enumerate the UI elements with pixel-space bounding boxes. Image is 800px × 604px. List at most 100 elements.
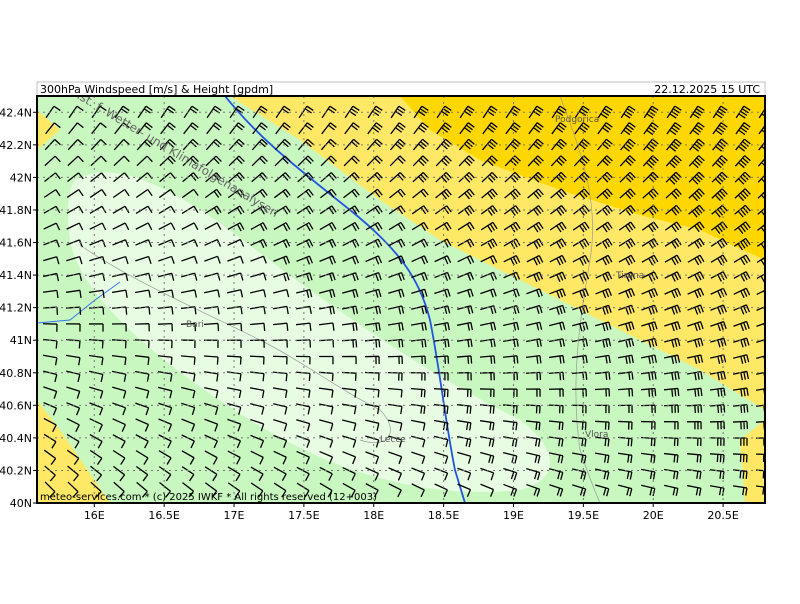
wind-barb — [275, 122, 291, 135]
wind-barb — [666, 122, 682, 136]
city-label: Lecce — [380, 435, 406, 445]
wind-barb — [135, 450, 149, 465]
wind-barb — [643, 138, 659, 152]
wind-barb — [755, 420, 765, 430]
wind-barb — [250, 188, 268, 199]
wind-barb — [388, 435, 403, 448]
wind-barb — [364, 355, 380, 365]
wind-barb — [136, 481, 148, 498]
wind-barb — [180, 355, 196, 365]
lat-label: 41.8N — [0, 204, 32, 217]
wind-barb — [459, 122, 475, 135]
wind-barb — [275, 105, 291, 119]
wind-barb — [527, 205, 544, 216]
wind-barb — [251, 155, 268, 167]
wind-barb — [273, 466, 287, 482]
wind-barb — [273, 434, 288, 448]
wind-barb — [227, 387, 242, 399]
wind-barb — [525, 436, 541, 447]
wind-barb — [112, 188, 130, 199]
wind-barb — [273, 418, 288, 432]
wind-barb — [388, 205, 406, 215]
wind-barb — [364, 403, 380, 415]
shading: Podgorica Tirana Bari Lecce Vlora CETA I… — [37, 96, 765, 503]
wind-barb — [550, 171, 567, 183]
wind-barb — [571, 420, 587, 430]
wind-barb — [456, 388, 472, 398]
wind-barb — [42, 289, 59, 299]
wind-barb — [664, 238, 682, 249]
wind-barb — [641, 484, 656, 497]
wind-barb — [413, 105, 429, 119]
wind-barb — [551, 138, 567, 151]
wind-barb — [365, 221, 383, 232]
wind-barb — [387, 355, 403, 365]
wind-barb — [410, 355, 427, 365]
lon-label: 18.5E — [428, 509, 459, 522]
wind-barb — [458, 155, 475, 167]
wind-barb — [249, 322, 266, 331]
wind-barb — [111, 323, 127, 332]
wind-barb — [181, 188, 199, 199]
wind-barb — [642, 204, 659, 216]
wind-barb — [548, 436, 564, 447]
wind-barb — [525, 404, 541, 414]
wind-barb — [755, 485, 765, 495]
wind-barb — [228, 155, 245, 167]
wind-barb — [249, 371, 265, 382]
wind-barb — [111, 354, 127, 366]
wind-barb — [665, 204, 682, 216]
wind-barb — [273, 403, 288, 415]
wind-barb — [573, 188, 590, 200]
wind-barb — [89, 433, 103, 449]
wind-barb — [526, 221, 544, 233]
wind-barb — [503, 271, 521, 281]
wind-barb — [342, 222, 360, 232]
wind-barb — [365, 419, 380, 431]
wind-barb — [388, 419, 403, 431]
wind-barb — [158, 386, 173, 399]
wind-barb — [342, 255, 360, 265]
wind-barb — [709, 485, 725, 496]
wind-barb — [641, 287, 659, 299]
wind-barb — [89, 189, 107, 198]
wind-barb — [411, 288, 428, 298]
wind-barb — [435, 188, 452, 200]
wind-barb — [687, 354, 704, 364]
wind-barb — [66, 256, 83, 265]
wind-barb — [619, 155, 636, 167]
wind-barb — [319, 482, 333, 498]
wind-barb — [640, 468, 656, 480]
lon-label: 20.5E — [707, 509, 738, 522]
wind-barb — [157, 289, 174, 298]
wind-barb — [711, 155, 728, 169]
wind-barb — [342, 288, 359, 298]
wind-barb — [620, 122, 636, 136]
wind-barb — [549, 304, 566, 315]
wind-barb — [272, 305, 289, 315]
wind-barb — [642, 188, 659, 200]
wind-barb — [641, 221, 659, 233]
wind-barb — [227, 222, 245, 232]
wind-barb — [757, 157, 765, 167]
wind-barb — [733, 320, 750, 332]
wind-barb — [274, 155, 291, 167]
wind-barb — [411, 435, 426, 448]
wind-barb — [504, 188, 521, 200]
wind-barb — [296, 450, 310, 465]
lat-label: 40.4N — [0, 432, 32, 445]
wind-barb — [503, 205, 521, 216]
wind-barb — [663, 421, 679, 430]
wind-barb — [502, 355, 519, 364]
lon-label: 16E — [84, 509, 105, 522]
wind-barb — [182, 155, 199, 167]
wind-barb — [479, 420, 495, 431]
wind-barb — [273, 289, 290, 298]
wind-barb — [111, 306, 128, 315]
wind-barb — [296, 288, 313, 298]
wind-barb — [206, 122, 222, 135]
wind-barb — [89, 239, 106, 248]
wind-barb — [113, 155, 130, 167]
wind-barb — [320, 188, 337, 199]
wind-barb — [457, 255, 475, 265]
